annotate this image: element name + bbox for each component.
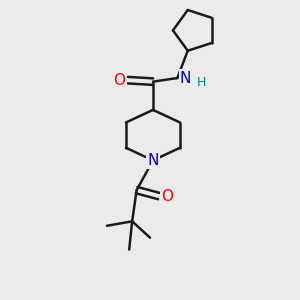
Text: O: O bbox=[113, 73, 125, 88]
Text: N: N bbox=[147, 153, 159, 168]
Text: N: N bbox=[180, 70, 191, 86]
Text: O: O bbox=[161, 189, 173, 204]
Text: H: H bbox=[197, 76, 206, 89]
